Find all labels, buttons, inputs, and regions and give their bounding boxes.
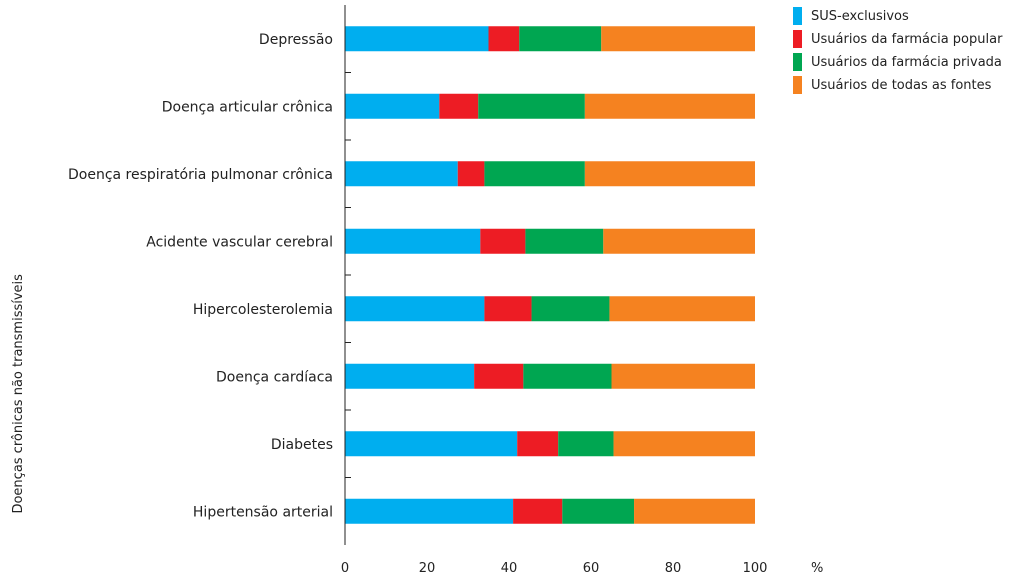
bar-segment [523, 364, 611, 389]
bar-segment [525, 229, 603, 254]
bars-layer [345, 26, 755, 524]
bar-segment [612, 364, 756, 389]
bar-segment [609, 296, 755, 321]
x-axis-unit: % [811, 561, 823, 576]
category-label: Diabetes [271, 437, 333, 453]
bar-segment [345, 26, 489, 51]
bar-segment [532, 296, 610, 321]
bar-segment [634, 499, 755, 524]
bar-segment [513, 499, 562, 524]
legend-swatch [793, 76, 802, 94]
bar-segment [474, 364, 523, 389]
bar-segment [519, 26, 601, 51]
legend-label: Usuários da farmácia popular [811, 32, 1003, 47]
category-label: Hipertensão arterial [193, 504, 333, 520]
bar-segment [562, 499, 634, 524]
bar-segment [439, 94, 478, 119]
bar-segment [558, 431, 613, 456]
bar-segment [345, 161, 458, 186]
legend: SUS-exclusivos Usuários da farmácia popul… [793, 7, 1003, 94]
x-tick-label: 80 [665, 561, 682, 576]
category-label: Depressão [259, 32, 333, 48]
legend-swatch [793, 30, 802, 48]
legend-swatch [793, 53, 802, 71]
legend-label: Usuários da farmácia privada [811, 55, 1002, 70]
category-label: Doença articular crônica [162, 99, 333, 115]
bar-segment [345, 364, 474, 389]
y-axis-title: Doenças crônicas não transmissíveis [11, 274, 26, 514]
x-tick-label: 60 [583, 561, 600, 576]
bar-segment [478, 94, 585, 119]
category-labels: Depressão Doença articular crônica Doença … [68, 32, 351, 521]
x-ticks: 0 20 40 60 80 100 [341, 561, 768, 576]
bar-segment [345, 94, 439, 119]
bar-segment [345, 296, 484, 321]
legend-swatch [793, 7, 802, 25]
category-label: Doença respiratória pulmonar crônica [68, 167, 333, 183]
x-tick-label: 0 [341, 561, 349, 576]
bar-segment [345, 431, 517, 456]
legend-label: SUS-exclusivos [811, 9, 909, 24]
bar-segment [585, 161, 755, 186]
bar-segment [601, 26, 755, 51]
bar-segment [489, 26, 520, 51]
bar-segment [484, 296, 531, 321]
bar-segment [585, 94, 755, 119]
bar-segment [517, 431, 558, 456]
legend-label: Usuários de todas as fontes [811, 78, 992, 93]
bar-segment [345, 229, 480, 254]
category-label: Acidente vascular cerebral [146, 234, 333, 250]
bar-segment [484, 161, 584, 186]
x-tick-label: 100 [743, 561, 768, 576]
bar-segment [480, 229, 525, 254]
bar-segment [614, 431, 755, 456]
bar-segment [603, 229, 755, 254]
category-label: Hipercolesterolemia [193, 302, 333, 318]
bar-segment [345, 499, 513, 524]
x-tick-label: 20 [419, 561, 436, 576]
category-label: Doença cardíaca [216, 369, 333, 385]
x-tick-label: 40 [501, 561, 518, 576]
bar-segment [458, 161, 485, 186]
